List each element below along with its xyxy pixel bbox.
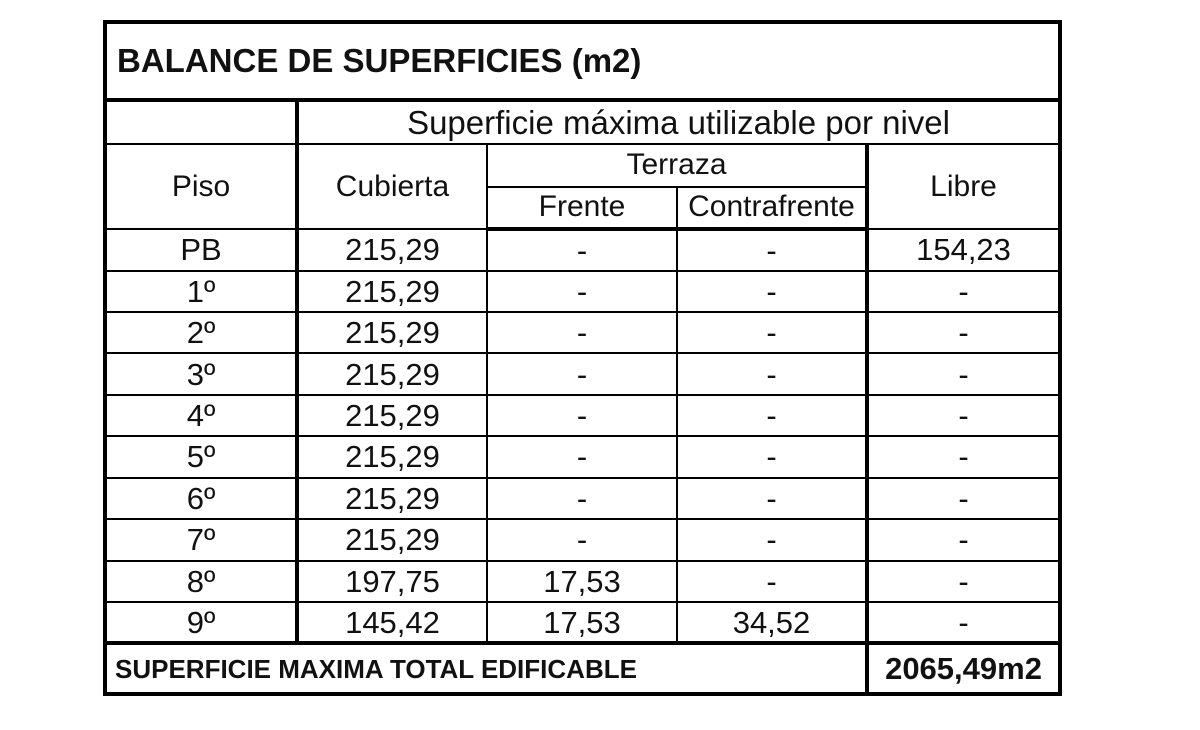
cell-contrafrente: - <box>676 559 868 603</box>
cell-libre: - <box>864 352 1062 396</box>
cell-cubierta: 215,29 <box>296 269 488 313</box>
total-row: SUPERFICIE MAXIMA TOTAL EDIFICABLE 2065,… <box>104 641 1062 695</box>
cell-frente: - <box>486 269 678 313</box>
cell-libre: - <box>864 600 1062 645</box>
cell-cubierta: 215,29 <box>296 393 488 438</box>
cell-cubierta: 215,29 <box>296 435 488 479</box>
title-row: BALANCE DE SUPERFICIES (m2) <box>103 21 1062 102</box>
table-title: BALANCE DE SUPERFICIES (m2) <box>103 21 1062 102</box>
table-row: 2º 215,29 - - - <box>104 310 1062 355</box>
header-frente: Frente <box>486 185 678 232</box>
cell-piso: 2º <box>104 310 299 355</box>
table-body: BALANCE DE SUPERFICIES (m2) Superficie m… <box>103 21 1062 695</box>
cell-cubierta: 197,75 <box>296 559 488 603</box>
cell-cubierta: 215,29 <box>296 352 488 396</box>
cell-piso: 4º <box>104 393 299 438</box>
cell-frente: - <box>486 310 678 355</box>
cell-contrafrente: - <box>676 352 868 396</box>
cell-libre: - <box>864 269 1062 313</box>
cell-piso: PB <box>104 228 299 272</box>
group-header: Superficie máxima utilizable por nivel <box>295 98 1062 146</box>
cell-contrafrente: - <box>676 476 868 521</box>
cell-contrafrente: - <box>676 269 868 313</box>
cell-piso: 1º <box>104 269 299 313</box>
table-row: 1º 215,29 - - - <box>104 269 1062 313</box>
table-row: 4º 215,29 - - - <box>104 393 1062 438</box>
header-libre: Libre <box>864 143 1062 231</box>
cell-libre: - <box>864 518 1062 562</box>
cell-cubierta: 145,42 <box>296 600 488 645</box>
total-label: SUPERFICIE MAXIMA TOTAL EDIFICABLE <box>104 641 868 695</box>
cell-frente: - <box>486 435 678 479</box>
header-cubierta: Cubierta <box>296 143 488 231</box>
total-value: 2065,49m2 <box>864 641 1062 695</box>
header-terraza: Terraza <box>486 143 868 188</box>
group-header-row: Superficie máxima utilizable por nivel <box>104 98 1062 146</box>
cell-piso: 7º <box>104 518 299 562</box>
balance-table: BALANCE DE SUPERFICIES (m2) Superficie m… <box>103 20 1063 696</box>
cell-contrafrente: - <box>676 518 868 562</box>
cell-libre: - <box>864 476 1062 521</box>
cell-contrafrente: - <box>676 435 868 479</box>
cell-piso: 5º <box>104 435 299 479</box>
cell-frente: - <box>486 352 678 396</box>
cell-contrafrente: 34,52 <box>676 600 868 645</box>
table-row: 3º 215,29 - - - <box>104 352 1062 396</box>
cell-cubierta: 215,29 <box>296 518 488 562</box>
table-row: 8º 197,75 17,53 - - <box>104 559 1062 603</box>
cell-frente: - <box>486 518 678 562</box>
column-header-row: Piso Cubierta Terraza Libre <box>104 143 1062 231</box>
cell-frente: - <box>486 228 678 272</box>
table-row: 9º 145,42 17,53 34,52 - <box>104 600 1062 645</box>
cell-contrafrente: - <box>676 228 868 272</box>
cell-frente: 17,53 <box>486 559 678 603</box>
cell-frente: 17,53 <box>486 600 678 645</box>
cell-libre: - <box>864 435 1062 479</box>
cell-libre: 154,23 <box>864 228 1062 272</box>
empty-header-cell <box>104 98 299 146</box>
cell-piso: 8º <box>104 559 299 603</box>
cell-piso: 3º <box>104 352 299 396</box>
cell-contrafrente: - <box>676 393 868 438</box>
cell-piso: 9º <box>104 600 299 645</box>
cell-cubierta: 215,29 <box>296 310 488 355</box>
cell-libre: - <box>864 393 1062 438</box>
header-contrafrente: Contrafrente <box>676 185 868 232</box>
table-row: 6º 215,29 - - - <box>104 476 1062 521</box>
cell-frente: - <box>486 393 678 438</box>
table-row: 7º 215,29 - - - <box>104 518 1062 562</box>
cell-piso: 6º <box>104 476 299 521</box>
table-row: 5º 215,29 - - - <box>104 435 1062 479</box>
cell-libre: - <box>864 559 1062 603</box>
column-subheader-row: Frente Contrafrente <box>105 185 1060 232</box>
cell-cubierta: 215,29 <box>296 476 488 521</box>
cell-contrafrente: - <box>676 310 868 355</box>
cell-cubierta: 215,29 <box>296 228 488 272</box>
cell-libre: - <box>864 310 1062 355</box>
header-piso: Piso <box>104 143 299 231</box>
cell-frente: - <box>486 476 678 521</box>
table-row: PB 215,29 - - 154,23 <box>104 228 1062 272</box>
